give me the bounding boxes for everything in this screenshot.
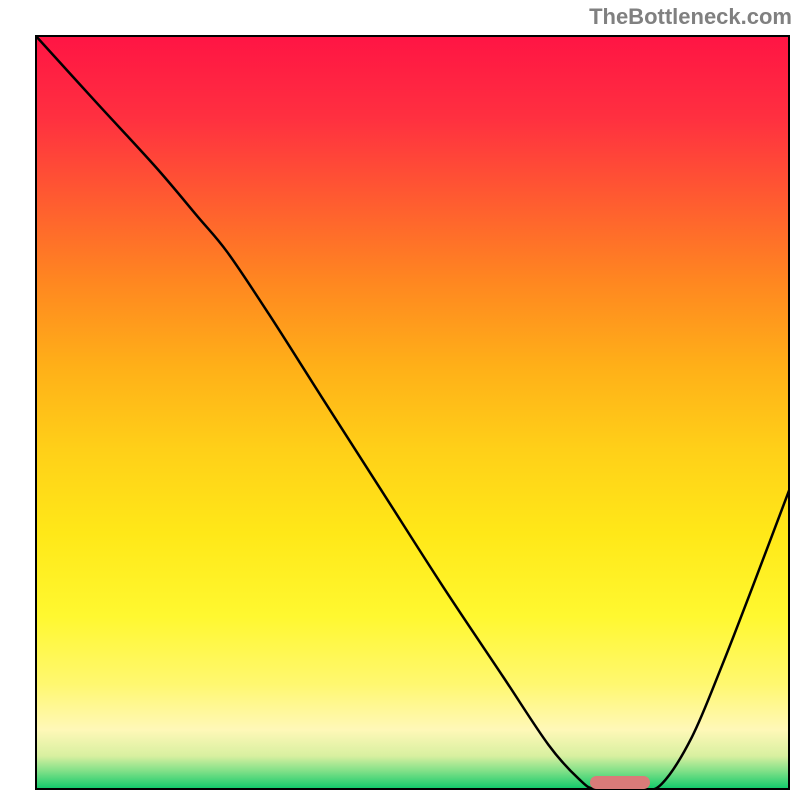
optimal-marker [590,776,650,789]
bottleneck-curve [35,35,790,790]
plot-area [35,35,790,790]
chart-container: TheBottleneck.com [0,0,800,800]
watermark-text: TheBottleneck.com [589,4,792,30]
